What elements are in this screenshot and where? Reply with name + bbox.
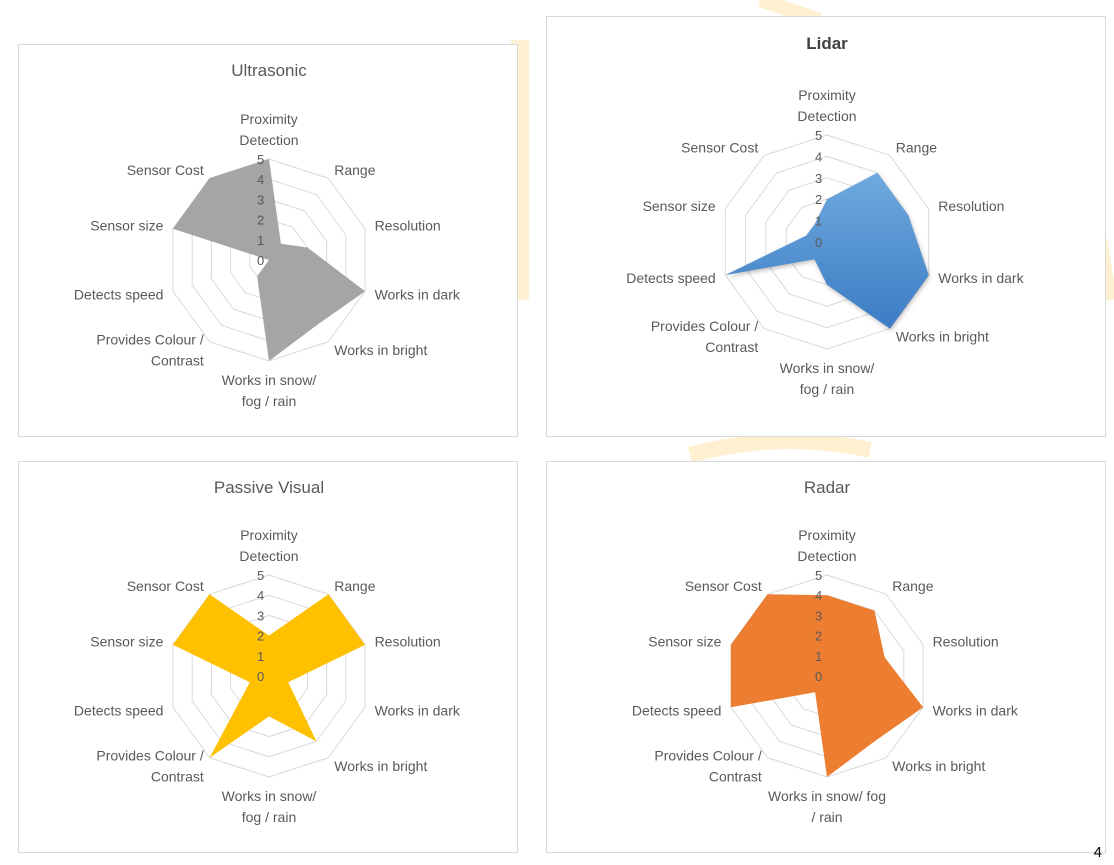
page-number: 4 xyxy=(1093,844,1102,861)
chart-title: Radar xyxy=(804,478,851,497)
series-area xyxy=(172,159,366,361)
category-label: Works in bright xyxy=(334,342,427,358)
scale-tick-label: 0 xyxy=(257,669,264,684)
category-label: Range xyxy=(896,139,937,155)
category-label: Works in snow/fog / rain xyxy=(780,360,875,397)
category-label: Works in snow/ fog / rain xyxy=(768,788,886,825)
category-label: Sensor size xyxy=(90,218,163,234)
scale-tick-label: 0 xyxy=(257,253,264,268)
category-label: Sensor size xyxy=(648,634,721,650)
scale-tick-label: 4 xyxy=(257,172,264,187)
scale-tick-label: 4 xyxy=(257,588,264,603)
category-label: Proximity Detection xyxy=(239,111,298,148)
category-label: Sensor size xyxy=(643,198,716,214)
category-label: Proximity Detection xyxy=(239,527,298,564)
scale-tick-label: 2 xyxy=(815,629,822,644)
radar-chart-lidar: Lidar 0 1 2 3 4 5 Proximity Detection Range Resol… xyxy=(546,16,1106,437)
series-area xyxy=(172,594,366,758)
category-label: Detects speed xyxy=(74,286,164,302)
series-area xyxy=(725,172,929,329)
scale-tick-label: 3 xyxy=(815,608,822,623)
scale-tick-label: 3 xyxy=(257,192,264,207)
category-label: Works in snow/fog / rain xyxy=(222,372,317,409)
category-label: Provides Colour / Contrast xyxy=(96,331,203,368)
category-label: Sensor Cost xyxy=(681,139,758,155)
chart-title: Passive Visual xyxy=(214,478,324,497)
category-label: Detects speed xyxy=(632,702,722,718)
category-label: Works in dark xyxy=(375,702,461,718)
scale-tick-label: 5 xyxy=(815,128,822,143)
scale-tick-label: 3 xyxy=(815,171,822,186)
scale-tick-label: 2 xyxy=(815,192,822,207)
scale-tick-label: 5 xyxy=(815,568,822,583)
category-label: Works in dark xyxy=(938,270,1024,286)
category-label: Detects speed xyxy=(626,270,716,286)
scale-tick-label: 0 xyxy=(815,235,822,250)
chart-title: Ultrasonic xyxy=(231,61,307,80)
category-label: Resolution xyxy=(938,198,1004,214)
category-label: Proximity Detection xyxy=(797,527,856,564)
category-label: Sensor Cost xyxy=(127,578,204,594)
scale-tick-label: 1 xyxy=(257,233,264,248)
radar-chart-svg: Ultrasonic 0 1 2 3 4 5 Proximity Detection Range… xyxy=(74,61,461,409)
scale-tick-label: 1 xyxy=(815,214,822,229)
category-label: Sensor size xyxy=(90,634,163,650)
category-label: Provides Colour / Contrast xyxy=(654,747,761,784)
category-label: Range xyxy=(892,578,933,594)
category-label: Resolution xyxy=(375,218,441,234)
category-label: Resolution xyxy=(933,634,999,650)
scale-tick-label: 2 xyxy=(257,213,264,228)
category-label: Range xyxy=(334,578,375,594)
scale-tick-label: 5 xyxy=(257,152,264,167)
category-label: Sensor Cost xyxy=(127,162,204,178)
scale-tick-label: 3 xyxy=(257,608,264,623)
category-label: Works in bright xyxy=(896,329,989,345)
category-label: Detects speed xyxy=(74,702,164,718)
radar-chart-svg: Radar 0 1 2 3 4 5 Proximity Detection Range Resol… xyxy=(632,478,1019,825)
scale-tick-label: 0 xyxy=(815,669,822,684)
radar-chart-passive-visual: Passive Visual 0 1 2 3 4 5 Proximity Detection R… xyxy=(18,461,518,853)
category-label: Proximity Detection xyxy=(797,87,856,124)
scale-tick-label: 1 xyxy=(257,649,264,664)
category-label: Provides Colour / Contrast xyxy=(651,318,758,355)
category-label: Range xyxy=(334,162,375,178)
scale-tick-label: 5 xyxy=(257,568,264,583)
category-label: Works in bright xyxy=(892,758,985,774)
category-label: Works in dark xyxy=(375,286,461,302)
radar-chart-svg: Lidar 0 1 2 3 4 5 Proximity Detection Range Resol… xyxy=(626,34,1024,397)
scale-tick-label: 4 xyxy=(815,149,822,164)
category-label: Works in bright xyxy=(334,758,427,774)
category-label: Works in snow/fog / rain xyxy=(222,788,317,825)
radar-chart-radar: Radar 0 1 2 3 4 5 Proximity Detection Range Resol… xyxy=(546,461,1106,853)
chart-title: Lidar xyxy=(806,34,848,53)
radar-chart-ultrasonic: Ultrasonic 0 1 2 3 4 5 Proximity Detection Range… xyxy=(18,44,518,437)
category-label: Sensor Cost xyxy=(685,578,762,594)
gridline-ring xyxy=(724,134,930,350)
category-label: Provides Colour / Contrast xyxy=(96,747,203,784)
series-area xyxy=(730,594,924,777)
category-label: Resolution xyxy=(375,634,441,650)
scale-tick-label: 4 xyxy=(815,588,822,603)
scale-tick-label: 1 xyxy=(815,649,822,664)
radar-chart-svg: Passive Visual 0 1 2 3 4 5 Proximity Detection R… xyxy=(74,478,461,825)
scale-tick-label: 2 xyxy=(257,629,264,644)
category-label: Works in dark xyxy=(933,702,1019,718)
